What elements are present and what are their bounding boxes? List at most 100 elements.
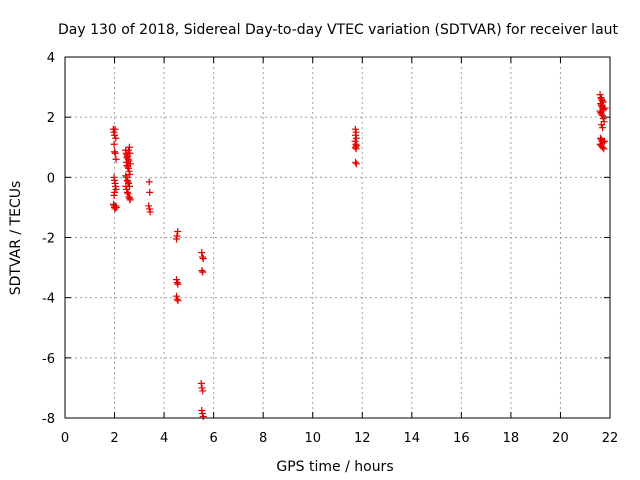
x-tick-label: 10 (304, 431, 321, 446)
data-point (199, 387, 207, 395)
data-point (125, 167, 133, 175)
data-point (110, 140, 118, 148)
y-tick-label: -6 (42, 352, 55, 367)
data-point (172, 235, 180, 243)
data-point (125, 143, 133, 151)
data-point (124, 178, 132, 186)
data-point (126, 160, 134, 168)
data-point (601, 104, 609, 112)
data-point (352, 160, 360, 168)
data-point (351, 143, 359, 151)
data-point (598, 95, 606, 103)
x-tick-label: 22 (602, 431, 619, 446)
data-point (126, 196, 134, 204)
data-point (198, 384, 206, 392)
x-tick-label: 2 (110, 431, 118, 446)
data-point (123, 176, 131, 184)
data-point (124, 146, 132, 154)
x-tick-label: 12 (354, 431, 371, 446)
y-tick-label: -4 (42, 292, 55, 307)
data-point (198, 267, 206, 275)
data-point (124, 164, 132, 172)
data-point (197, 379, 205, 387)
y-axis-label: SDTVAR / TECUs (8, 181, 24, 296)
data-point (124, 190, 132, 198)
data-point (123, 185, 131, 193)
x-tick-label: 16 (453, 431, 470, 446)
data-point (111, 131, 119, 139)
data-point (599, 115, 607, 123)
data-point (351, 125, 359, 133)
data-point (198, 409, 206, 417)
data-point (174, 280, 182, 288)
data-point (123, 154, 131, 162)
data-point (123, 188, 131, 196)
y-tick-label: -2 (42, 232, 55, 247)
data-point (597, 101, 605, 109)
data-point (596, 91, 604, 99)
data-point (122, 172, 130, 180)
data-point (122, 173, 130, 181)
data-point (112, 185, 120, 193)
data-point (110, 128, 118, 136)
plot-frame (64, 56, 611, 419)
x-tick-label: 6 (209, 431, 217, 446)
data-point (352, 145, 360, 153)
x-tick-label: 0 (61, 431, 69, 446)
data-point (112, 134, 120, 142)
x-axis-label: GPS time / hours (276, 459, 393, 475)
x-tick-label: 4 (160, 431, 168, 446)
data-point (198, 249, 206, 257)
data-point (600, 145, 608, 153)
data-point (598, 103, 606, 111)
data-point (174, 297, 182, 305)
data-point (146, 188, 154, 196)
data-point (122, 182, 130, 190)
y-tick-label: 4 (47, 51, 55, 66)
data-point (123, 161, 131, 169)
data-point (173, 279, 181, 287)
data-point (352, 131, 360, 139)
x-tick-label: 20 (552, 431, 569, 446)
chart-title: Day 130 of 2018, Sidereal Day-to-day VTE… (58, 22, 619, 38)
data-point (597, 121, 605, 129)
y-tick-label: -8 (42, 412, 55, 427)
data-point (126, 170, 134, 178)
data-point (199, 255, 207, 263)
data-point (198, 406, 206, 414)
y-tick-label: 2 (47, 111, 55, 126)
x-tick-label: 18 (503, 431, 520, 446)
x-tick-label: 8 (259, 431, 267, 446)
data-point (596, 107, 604, 115)
data-point (597, 94, 605, 102)
x-tick-label: 14 (404, 431, 421, 446)
data-point (112, 155, 120, 163)
data-point (599, 143, 607, 151)
data-point (111, 125, 119, 133)
data-point (599, 112, 607, 120)
data-point (172, 292, 180, 300)
data-point (199, 268, 207, 276)
y-tick-label: 0 (47, 171, 55, 186)
data-point (598, 110, 606, 118)
data-point (199, 412, 207, 420)
data-point (352, 134, 360, 142)
data-point (111, 148, 119, 156)
data-point (597, 100, 605, 108)
data-point (597, 134, 605, 142)
data-point (111, 205, 119, 213)
data-point (145, 178, 153, 186)
data-point (126, 149, 134, 157)
data-point (601, 137, 609, 145)
data-point (599, 124, 607, 132)
data-point (173, 295, 181, 303)
data-point (174, 227, 182, 235)
data-point (125, 193, 133, 201)
data-point (146, 208, 154, 216)
data-point (110, 191, 118, 199)
data-point (112, 203, 120, 211)
data-point (198, 253, 206, 261)
data-point (172, 276, 180, 284)
data-point (352, 158, 360, 166)
